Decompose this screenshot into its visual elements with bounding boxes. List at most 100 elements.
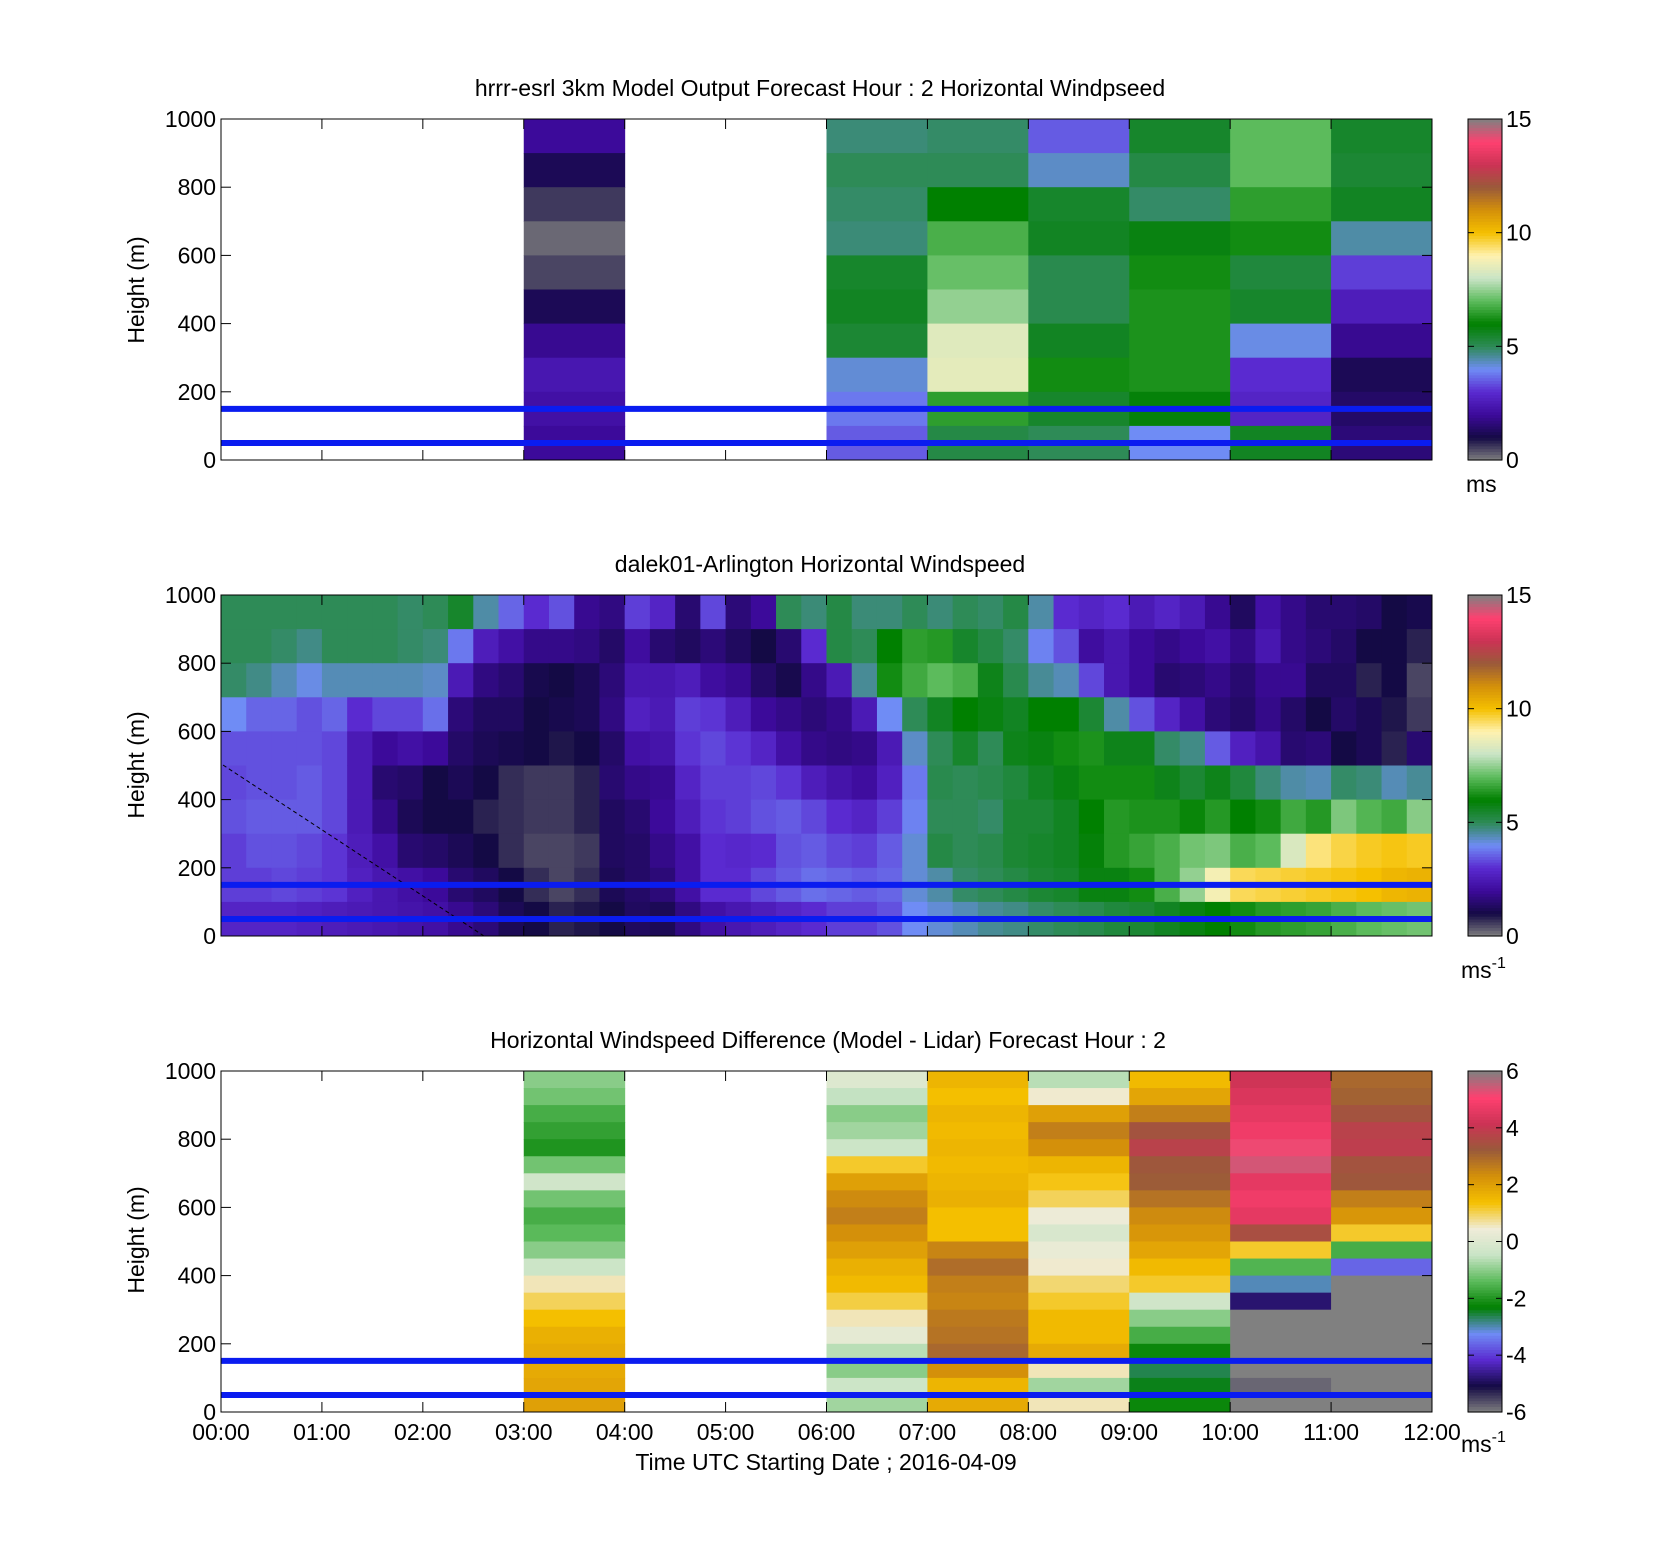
heatmap-cell (1028, 799, 1055, 835)
heatmap-cell (1053, 629, 1080, 664)
heatmap-cell (1204, 697, 1231, 732)
heatmap-cell (221, 833, 247, 869)
colorbar-segment (1468, 884, 1502, 889)
colorbar-segment (1468, 646, 1502, 650)
heatmap-cell (826, 221, 928, 256)
colorbar-segment (1468, 190, 1502, 194)
heatmap-cell (1053, 731, 1080, 766)
colorbar-segment (1468, 1147, 1502, 1152)
colorbar-segment (1468, 674, 1502, 679)
heatmap-cell (1331, 1207, 1433, 1225)
heatmap-cell (876, 629, 903, 664)
heatmap-cell (1129, 1292, 1231, 1311)
heatmap-cell (1053, 595, 1080, 630)
heatmap-cell (1255, 595, 1282, 630)
heatmap-cell (801, 663, 827, 698)
colorbar-segment (1468, 1389, 1502, 1393)
colorbar-segment (1468, 668, 1502, 673)
panel-model-xticks (220, 119, 1433, 460)
heatmap-cell (296, 765, 323, 801)
panel-difference-xtick-labels: 00:00 01:00 02:00 03:00 04:00 05:00 06:00 07:00… (192, 1419, 1461, 1445)
heatmap-cell (523, 1258, 626, 1277)
colorbar-segment (1468, 178, 1502, 183)
heatmap-cell (776, 833, 802, 869)
heatmap-cell (574, 595, 600, 630)
heatmap-cell (1331, 1343, 1433, 1362)
colorbar-segment (1468, 711, 1502, 715)
heatmap-cell (1305, 799, 1332, 835)
heatmap-cell (675, 731, 701, 766)
colorbar-segment (1468, 651, 1502, 656)
panel-lidar-ylabel: Height (m) (123, 711, 149, 818)
heatmap-cell (1255, 833, 1282, 869)
colorbar-segment (1468, 1394, 1502, 1399)
heatmap-cell (397, 731, 424, 766)
heatmap-cell (1129, 1224, 1231, 1242)
heatmap-cell (624, 697, 651, 732)
heatmap-cell (397, 663, 424, 698)
heatmap-cell (1129, 1207, 1231, 1225)
y-tick-label: 1000 (165, 582, 216, 608)
heatmap-cell (927, 1190, 1029, 1208)
colorbar-segment (1468, 1363, 1502, 1368)
heatmap-cell (1129, 323, 1231, 359)
colorbar-segment (1468, 1130, 1502, 1135)
heatmap-cell (876, 595, 903, 630)
colorbar-segment (1468, 899, 1502, 903)
heatmap-cell (1406, 765, 1433, 801)
colorbar-segment (1468, 127, 1502, 131)
heatmap-cell (776, 731, 802, 766)
colorbar-segment (1468, 158, 1502, 163)
colorbar-segment (1468, 768, 1502, 772)
colorbar-segment (1468, 1105, 1502, 1109)
panel-lidar-xticks (220, 595, 1433, 936)
colorbar-segment (1468, 192, 1502, 197)
colorbar-segment (1468, 207, 1502, 211)
panel-model-ylabel: Height (m) (123, 236, 149, 343)
heatmap-cell (574, 833, 600, 869)
heatmap-cell (776, 663, 802, 698)
heatmap-cell (675, 697, 701, 732)
heatmap-cell (221, 731, 247, 766)
colorbar-segment (1468, 1184, 1502, 1189)
heatmap-cell (1280, 697, 1307, 732)
heatmap-cell (599, 765, 626, 801)
colorbar-segment (1468, 312, 1502, 316)
colorbar-segment (1468, 346, 1502, 350)
heatmap-cell (826, 1309, 928, 1328)
heatmap-cell (1003, 697, 1029, 732)
colorbar-segment (1468, 369, 1502, 373)
heatmap-cell (271, 833, 298, 869)
heatmap-cell (372, 765, 399, 801)
heatmap-cell (1331, 1088, 1433, 1106)
heatmap-cell (1331, 765, 1357, 801)
colorbar-segment (1468, 298, 1502, 302)
colorbar-segment (1468, 269, 1502, 274)
heatmap-cell (523, 629, 550, 664)
heatmap-cell (1331, 1105, 1433, 1123)
heatmap-cell (1331, 629, 1357, 664)
heatmap-cell (1028, 1088, 1130, 1106)
heatmap-cell (523, 119, 626, 154)
colorbar-segment (1468, 813, 1502, 818)
heatmap-cell (1280, 833, 1307, 869)
heatmap-cell (1129, 221, 1231, 256)
x-tick-label: 06:00 (798, 1419, 856, 1445)
y-tick-label: 0 (203, 923, 216, 949)
heatmap-cell (246, 799, 272, 835)
colorbar-segment (1468, 754, 1502, 758)
heatmap-cell (548, 731, 575, 766)
heatmap-cell (1381, 765, 1408, 801)
heatmap-cell (1129, 1394, 1231, 1413)
heatmap-cell (927, 629, 954, 664)
colorbar-segment (1468, 927, 1502, 931)
colorbar-segment (1468, 221, 1502, 225)
colorbar-segment (1468, 1321, 1502, 1325)
heatmap-cell (246, 663, 272, 698)
colorbar-segment (1468, 170, 1502, 174)
colorbar-segment (1468, 1386, 1502, 1390)
heatmap-cell (876, 663, 903, 698)
heatmap-cell (1331, 731, 1357, 766)
heatmap-cell (1406, 833, 1433, 869)
colorbar-segment (1468, 428, 1502, 433)
